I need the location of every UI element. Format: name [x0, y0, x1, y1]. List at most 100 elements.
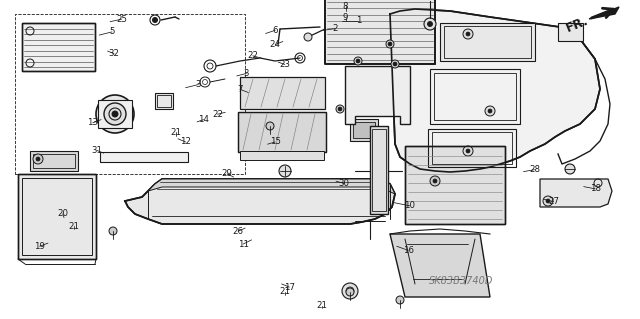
Circle shape [466, 149, 470, 153]
Circle shape [463, 146, 473, 156]
Circle shape [430, 176, 440, 186]
Bar [238, 112, 326, 152]
Polygon shape [589, 7, 619, 19]
Bar [428, 129, 516, 167]
Text: 17: 17 [284, 283, 295, 292]
Text: 20: 20 [57, 209, 68, 218]
Circle shape [466, 32, 470, 36]
Circle shape [346, 288, 354, 296]
Polygon shape [148, 179, 395, 194]
Circle shape [33, 154, 43, 164]
Circle shape [424, 18, 436, 30]
Text: SK83B3740D: SK83B3740D [429, 276, 493, 286]
Circle shape [152, 18, 157, 23]
Text: 22: 22 [212, 110, 223, 119]
Circle shape [112, 111, 118, 117]
Text: 6: 6 [273, 26, 278, 35]
Circle shape [109, 227, 117, 235]
Bar [157, 95, 171, 107]
Text: 24: 24 [269, 40, 281, 49]
Text: 13: 13 [87, 118, 99, 127]
Bar [434, 73, 516, 120]
Circle shape [304, 33, 312, 41]
Bar [444, 26, 531, 58]
Circle shape [356, 59, 360, 63]
Circle shape [388, 42, 392, 46]
Bar [350, 119, 378, 141]
Text: 3: 3 [244, 69, 249, 78]
Circle shape [433, 179, 437, 183]
Circle shape [393, 62, 397, 66]
Polygon shape [390, 9, 600, 172]
Circle shape [546, 199, 550, 203]
Circle shape [279, 165, 291, 177]
Bar [22, 23, 95, 71]
Circle shape [391, 60, 399, 68]
Text: 25: 25 [116, 15, 127, 24]
Text: 16: 16 [403, 246, 414, 255]
Circle shape [104, 103, 126, 125]
Bar [155, 93, 173, 109]
Text: 10: 10 [404, 201, 415, 210]
Circle shape [96, 95, 134, 133]
Text: 31: 31 [92, 146, 103, 155]
Bar [370, 126, 388, 214]
Text: 14: 14 [198, 115, 209, 124]
Polygon shape [390, 234, 490, 297]
Text: 27: 27 [548, 197, 559, 206]
Circle shape [386, 40, 394, 48]
Polygon shape [345, 66, 410, 124]
Text: 26: 26 [232, 227, 244, 236]
Bar [100, 152, 188, 162]
Circle shape [338, 107, 342, 111]
Text: 23: 23 [279, 60, 291, 69]
Text: 7: 7 [237, 85, 243, 94]
Text: 22: 22 [247, 51, 259, 60]
Circle shape [348, 289, 352, 293]
Text: 2: 2 [332, 24, 337, 33]
Circle shape [485, 106, 495, 116]
Bar [238, 112, 326, 152]
Text: 11: 11 [237, 240, 249, 249]
Bar [405, 146, 505, 224]
Bar [440, 23, 535, 61]
Bar [33, 154, 75, 168]
Circle shape [396, 296, 404, 304]
Bar [98, 100, 132, 128]
Text: 5: 5 [109, 27, 115, 36]
Bar [405, 146, 505, 224]
Circle shape [354, 57, 362, 65]
Bar [325, 0, 435, 64]
Bar [430, 69, 520, 124]
Bar [325, 0, 435, 64]
Circle shape [488, 109, 492, 113]
Text: 8: 8 [343, 2, 348, 11]
Text: 12: 12 [180, 137, 191, 146]
Text: 28: 28 [529, 165, 540, 174]
Bar [22, 23, 95, 71]
Text: 21: 21 [279, 287, 291, 296]
Bar [18, 174, 96, 259]
Text: 19: 19 [35, 242, 45, 251]
Circle shape [342, 283, 358, 299]
Bar [30, 151, 78, 171]
Bar [22, 178, 92, 255]
Text: 3: 3 [196, 80, 201, 89]
Text: 21: 21 [68, 222, 79, 231]
Text: 29: 29 [222, 169, 232, 178]
Bar [18, 174, 96, 259]
Circle shape [336, 105, 344, 113]
Circle shape [543, 196, 553, 206]
Circle shape [463, 29, 473, 39]
Text: 32: 32 [108, 49, 120, 58]
Circle shape [266, 122, 274, 130]
Bar [240, 77, 325, 109]
Circle shape [565, 164, 575, 174]
Text: 21: 21 [170, 128, 182, 137]
Bar [353, 122, 375, 138]
Text: 9: 9 [343, 13, 348, 22]
Bar [432, 132, 512, 164]
Text: 30: 30 [339, 179, 350, 188]
Circle shape [346, 287, 354, 295]
Text: 15: 15 [269, 137, 281, 146]
